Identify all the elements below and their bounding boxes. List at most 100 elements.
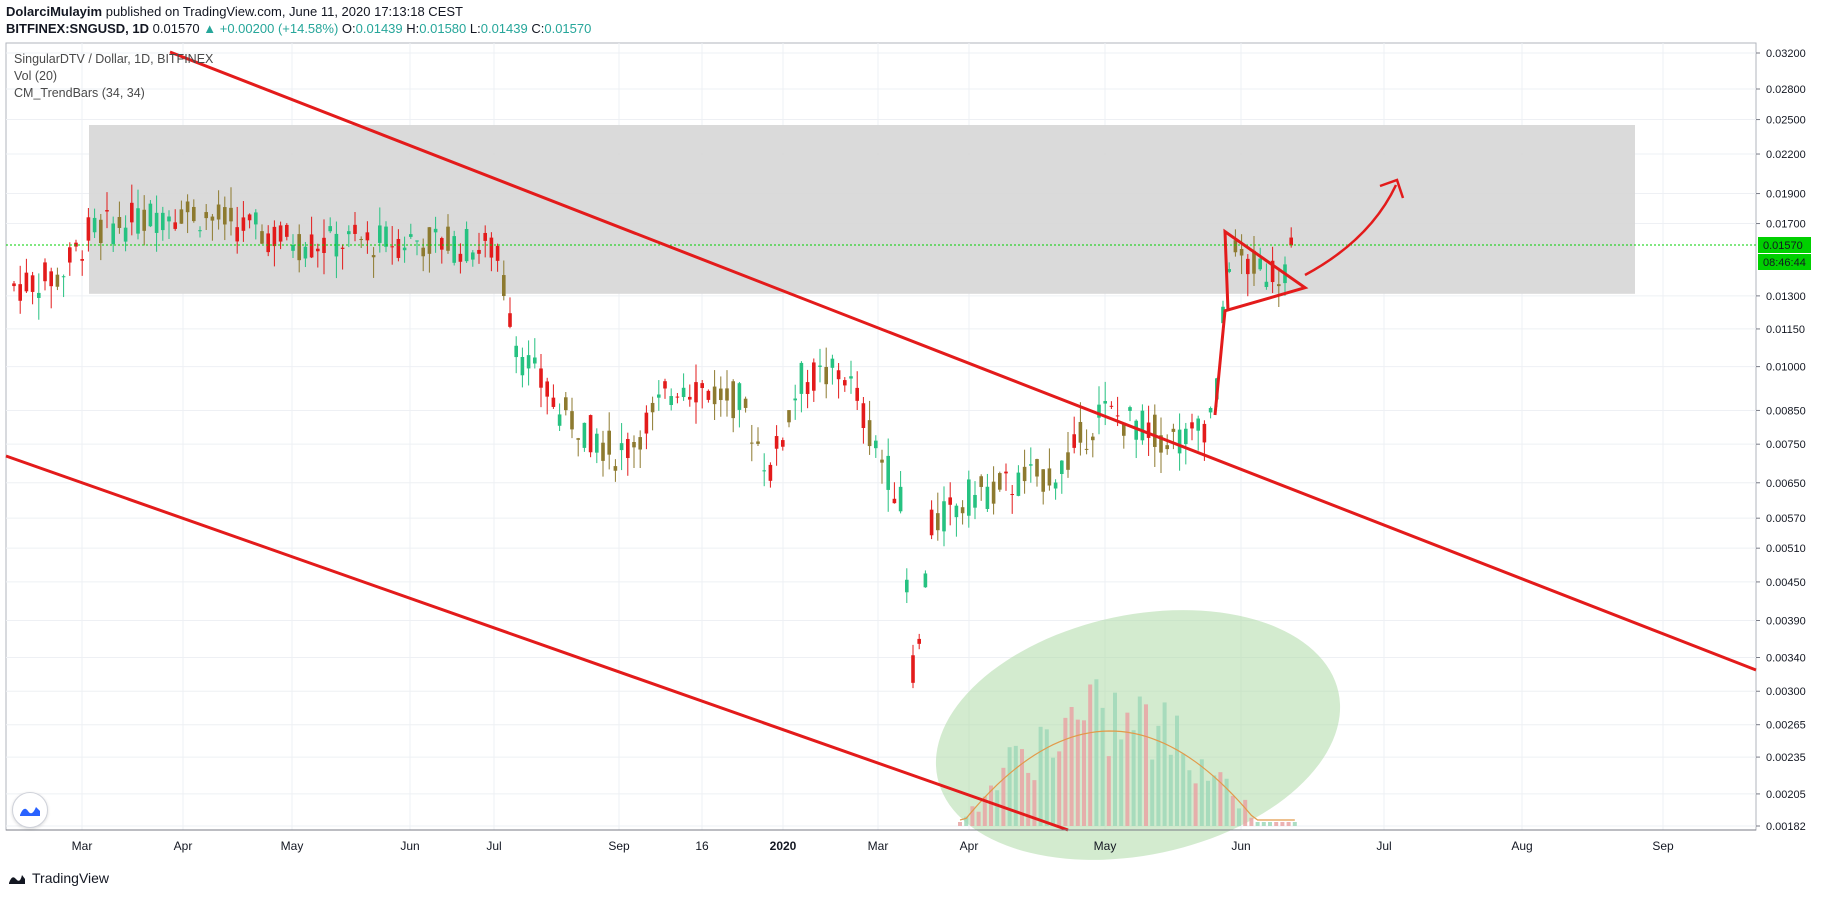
candle-body: [1010, 494, 1014, 496]
candle-body: [204, 212, 208, 219]
footer: TradingView: [8, 870, 109, 886]
candle-body: [49, 271, 53, 287]
candle-body: [210, 216, 215, 221]
upper-trendline: [169, 50, 1757, 672]
last-price: 0.01570: [152, 21, 200, 36]
candle-body: [607, 430, 611, 455]
candle-body: [117, 217, 122, 228]
volume-bar: [1144, 704, 1148, 826]
y-tick-label: 0.00265: [1766, 720, 1806, 732]
candle-body: [18, 284, 22, 301]
candle-body: [185, 201, 190, 213]
candle-body: [985, 486, 990, 509]
volume-bar: [964, 816, 969, 826]
candle-body: [297, 234, 301, 261]
countdown-tag: [1758, 253, 1811, 270]
candle-body: [415, 240, 419, 242]
candle-body: [241, 217, 246, 231]
y-tick-label: 0.00750: [1766, 439, 1806, 451]
volume-bar: [995, 790, 1000, 826]
candle-body: [161, 212, 165, 231]
candle-body: [898, 486, 903, 512]
candle-body: [892, 498, 897, 504]
candle-body: [43, 262, 47, 282]
indicator-trendbars[interactable]: CM_TrendBars (34, 34): [14, 86, 145, 100]
y-tick-label: 0.00450: [1766, 577, 1806, 589]
candle-body: [1078, 421, 1083, 443]
candle-body: [688, 396, 692, 400]
candle-body: [179, 209, 184, 224]
candle-body: [99, 219, 103, 244]
published-text: published on TradingView.com, June 11, 2…: [105, 4, 463, 19]
triangle-pattern: [1213, 228, 1309, 416]
candle-body: [557, 414, 562, 426]
volume-bar: [1224, 778, 1229, 826]
candle-body: [285, 224, 289, 237]
volume-bar: [1094, 679, 1099, 826]
candle-body: [440, 238, 444, 250]
candle-body: [1146, 422, 1151, 438]
candle-body: [737, 383, 742, 410]
candle-body: [861, 403, 866, 429]
candle-body: [774, 436, 779, 449]
candle-body: [1159, 435, 1163, 453]
candle-body: [533, 357, 537, 364]
candle-body: [272, 226, 277, 247]
candle-body: [669, 396, 673, 406]
candle-body: [768, 464, 773, 481]
y-tick-label: 0.01150: [1766, 324, 1805, 336]
candle-body: [1041, 469, 1045, 492]
candle-body: [216, 204, 221, 220]
y-tick-label: 0.00182: [1766, 821, 1806, 833]
tradingview-cloud-icon: [9, 875, 25, 884]
candle-body: [1289, 237, 1293, 246]
volume-bar: [1286, 822, 1291, 826]
candle-body: [948, 497, 952, 505]
x-tick-label: Jul: [1376, 839, 1391, 853]
high-value: 0.01580: [419, 21, 467, 36]
candle-body: [1221, 306, 1225, 324]
author-name[interactable]: DolarciMulayim: [6, 4, 103, 19]
projection-arrowhead: [1379, 178, 1405, 199]
volume-bar: [1212, 775, 1217, 826]
candle-body: [787, 410, 791, 423]
candle-body: [601, 442, 605, 461]
x-tick-label: Jun: [400, 839, 419, 853]
candle-body: [1072, 434, 1076, 448]
candle-body: [1202, 423, 1207, 443]
candle-body: [867, 420, 872, 447]
candle-body: [719, 388, 723, 401]
candle-body: [1016, 472, 1021, 496]
candle-body: [359, 239, 363, 241]
volume-bar: [1156, 725, 1161, 826]
candle-body: [743, 398, 748, 408]
candle-body: [545, 381, 549, 397]
candle-body: [1177, 429, 1182, 454]
y-tick-label: 0.00650: [1766, 478, 1806, 490]
volume-bar: [1150, 759, 1155, 826]
candle-body: [1270, 260, 1275, 283]
candle-body: [936, 513, 940, 531]
candle-body: [1208, 408, 1213, 413]
y-tick-label: 0.02500: [1766, 115, 1806, 127]
indicator-volume[interactable]: Vol (20): [14, 69, 58, 83]
y-tick-label: 0.01900: [1766, 189, 1806, 201]
tradingview-logo-button[interactable]: [12, 792, 48, 828]
low-label: L:: [469, 21, 481, 36]
candle-body: [799, 362, 804, 394]
footer-brand[interactable]: TradingView: [32, 870, 110, 886]
candle-body: [973, 494, 977, 508]
candle-body: [911, 655, 915, 683]
candle-body: [353, 224, 357, 234]
candle-body: [954, 505, 959, 518]
candle-body: [681, 387, 686, 398]
volume-bar: [1261, 822, 1266, 826]
volume-bar: [989, 785, 993, 826]
candle-body: [384, 226, 388, 247]
publish-info: DolarciMulayim published on TradingView.…: [6, 4, 463, 19]
candle-body: [700, 383, 704, 389]
y-tick-label: 0.02200: [1766, 149, 1806, 161]
candle-body: [731, 381, 735, 419]
candle-body: [483, 232, 487, 241]
